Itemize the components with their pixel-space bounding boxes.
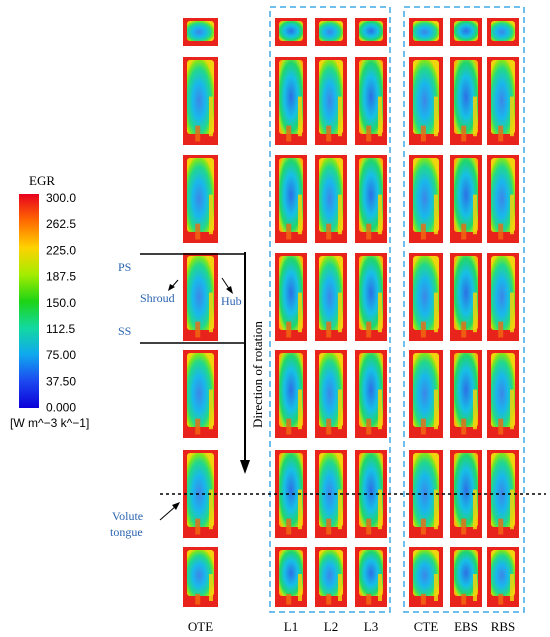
- hub-label: Hub: [221, 294, 242, 308]
- legend-colorbar: [19, 194, 39, 408]
- group-box-l-series: [269, 6, 391, 613]
- contour-panel-l2: [315, 155, 347, 243]
- column-label-cte: CTE: [414, 619, 439, 634]
- column-label-l3: L3: [364, 619, 378, 634]
- legend-tick-label: 75.00: [46, 348, 76, 362]
- contour-panel-l3: [355, 253, 387, 341]
- legend-tick-label: 300.0: [46, 191, 76, 205]
- contour-panel-rbs: [487, 155, 519, 243]
- contour-panel-l3: [355, 547, 387, 607]
- contour-panel-l1: [275, 547, 307, 607]
- rotation-arrowhead: [240, 460, 250, 474]
- contour-panel-l2: [315, 450, 347, 538]
- legend-tick-label: 112.5: [46, 322, 75, 336]
- contour-panel-ote: [183, 155, 218, 243]
- volute-arrow: [159, 505, 177, 521]
- column-label-ote: OTE: [188, 619, 213, 634]
- column-label-l1: L1: [284, 619, 298, 634]
- legend-tick-label: 225.0: [46, 243, 76, 257]
- contour-panel-ebs: [450, 350, 482, 438]
- contour-panel-cte: [409, 18, 443, 46]
- contour-panel-rbs: [487, 18, 519, 46]
- shroud-label: Shroud: [140, 291, 175, 305]
- column-label-rbs: RBS: [491, 619, 516, 634]
- contour-panel-rbs: [487, 350, 519, 438]
- contour-panel-l2: [315, 350, 347, 438]
- contour-panel-ebs: [450, 18, 482, 46]
- contour-panel-ebs: [450, 253, 482, 341]
- contour-panel-l1: [275, 57, 307, 145]
- contour-panel-ote: [183, 253, 218, 341]
- contour-panel-ote: [183, 450, 218, 538]
- contour-panel-rbs: [487, 57, 519, 145]
- contour-panels: [183, 18, 519, 607]
- legend-tick-label: 37.50: [46, 374, 76, 388]
- hub-arrowhead: [226, 286, 233, 294]
- contour-panel-l1: [275, 253, 307, 341]
- legend-tick-label: 187.5: [46, 270, 76, 284]
- contour-panel-l1: [275, 155, 307, 243]
- contour-panel-l2: [315, 18, 347, 46]
- ps-label: PS: [118, 260, 131, 274]
- contour-panel-ote: [183, 547, 218, 607]
- contour-panel-l1: [275, 450, 307, 538]
- legend-ticks: 300.0 262.5 225.0 187.5 150.0 112.5 75.00 37.50…: [46, 191, 76, 415]
- column-label-l2: L2: [324, 619, 338, 634]
- column-label-ebs: EBS: [454, 619, 478, 634]
- legend-tick-label: 262.5: [46, 217, 76, 231]
- contour-panel-l2: [315, 57, 347, 145]
- contour-panel-cte: [409, 155, 443, 243]
- volute-arrowhead: [172, 502, 180, 510]
- group-box-comparison: [403, 6, 525, 613]
- contour-panel-cte: [409, 350, 443, 438]
- contour-panel-l1: [275, 18, 307, 46]
- legend-tick-label: 150.0: [46, 296, 76, 310]
- contour-panel-l1: [275, 350, 307, 438]
- contour-panel-l3: [355, 350, 387, 438]
- contour-panel-cte: [409, 547, 443, 607]
- contour-panel-cte: [409, 253, 443, 341]
- ss-label: SS: [118, 324, 131, 338]
- contour-panel-rbs: [487, 547, 519, 607]
- rotation-label: Direction of rotation: [250, 321, 265, 428]
- contour-panel-cte: [409, 57, 443, 145]
- legend-tick-label: 0.000: [46, 401, 76, 415]
- contour-panel-l3: [355, 18, 387, 46]
- column-labels: OTE L1 L2 L3 CTE EBS RBS: [188, 619, 515, 634]
- contour-panel-l3: [355, 155, 387, 243]
- contour-panel-ebs: [450, 547, 482, 607]
- legend-unit: [W m^−3 k^−1]: [10, 416, 89, 430]
- volute-label-line2: tongue: [110, 525, 143, 539]
- contour-panel-ote: [183, 350, 218, 438]
- contour-panel-l3: [355, 57, 387, 145]
- legend: EGR 300.0262.5225.0187.5150.0112.575.003…: [10, 173, 89, 430]
- contour-panel-l2: [315, 253, 347, 341]
- contour-panel-ote: [183, 57, 218, 145]
- contour-panel-ote: [183, 18, 218, 46]
- contour-panel-ebs: [450, 57, 482, 145]
- contour-panel-rbs: [487, 450, 519, 538]
- contour-panel-ebs: [450, 155, 482, 243]
- volute-label-line1: Volute: [112, 509, 143, 523]
- contour-panel-rbs: [487, 253, 519, 341]
- legend-title: EGR: [29, 173, 55, 188]
- shroud-arrowhead: [168, 284, 175, 291]
- contour-panel-l2: [315, 547, 347, 607]
